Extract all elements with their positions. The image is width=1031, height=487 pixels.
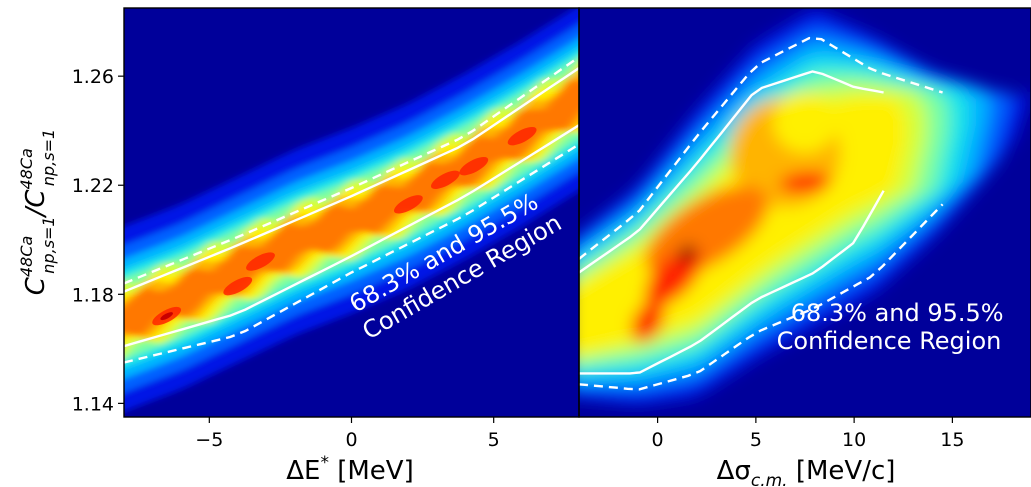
- x-tick-label: 0: [652, 429, 664, 451]
- left-hotspot: [223, 276, 253, 296]
- right-density-peak: [644, 249, 702, 307]
- right-density-bands: [579, 8, 1031, 406]
- contour-68-3-line: [579, 70, 884, 274]
- y-tick-label: 1.14: [72, 393, 114, 415]
- left-hotspot: [459, 156, 489, 176]
- x-tick-label: 10: [842, 429, 866, 451]
- left-hotspot: [246, 252, 275, 271]
- y-tick-label: 1.18: [72, 284, 114, 306]
- left-x-axis-label: ΔE* [MeV]: [286, 453, 414, 486]
- right-density-peak: [779, 172, 831, 193]
- contour-95-5-line: [579, 203, 944, 391]
- x-tick-label: −5: [195, 429, 223, 451]
- right-panel: 68.3% and 95.5% Confidence Region: [579, 8, 1031, 417]
- x-tick-label: 5: [488, 429, 500, 451]
- contour-95-5-line: [124, 56, 579, 285]
- left-density-band: [124, 79, 579, 337]
- contour-95-5-line: [579, 36, 943, 260]
- y-tick-label: 1.22: [72, 175, 114, 197]
- contour-95-5-line: [124, 143, 579, 364]
- left-hotspot: [393, 195, 423, 214]
- right-density-peak: [631, 301, 665, 342]
- left-density-hotspots: [152, 126, 537, 326]
- left-contour-lines: [124, 56, 579, 364]
- left-hotspot: [430, 170, 460, 189]
- left-panel: 68.3% and 95.5% Confidence Region: [124, 8, 579, 417]
- x-tick-label: 5: [750, 429, 762, 451]
- left-hotspot: [507, 126, 537, 146]
- left-hotspot-core: [160, 312, 173, 321]
- right-axes-frame: [578, 7, 1031, 418]
- right-density-peak: [773, 92, 837, 153]
- x-tick-label: 15: [940, 429, 964, 451]
- right-density-peak: [678, 245, 696, 262]
- contour-68-3-line: [124, 67, 579, 293]
- y-axis-label: C48Ca np,s=1/C48Ca np,s=1: [17, 129, 58, 295]
- x-tick-label: 0: [345, 429, 357, 451]
- axis-ticks: −5 0 5 0 5 10 15 1.14 1.18 1.22 1.26: [72, 66, 965, 451]
- y-tick-label: 1.26: [72, 66, 114, 88]
- right-x-axis-label: Δσc.m. [MeV/c]: [717, 456, 896, 487]
- right-annotation: 68.3% and 95.5% Confidence Region: [777, 299, 1012, 355]
- contour-68-3-line: [579, 190, 885, 375]
- contour-68-3-line: [124, 124, 579, 348]
- right-contour-lines: [579, 36, 944, 391]
